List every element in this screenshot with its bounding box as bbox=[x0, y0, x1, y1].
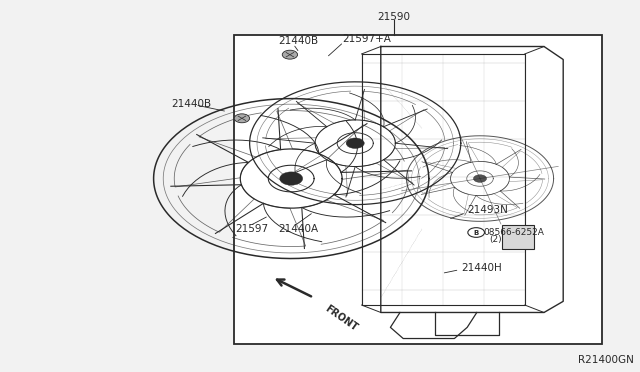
Text: 21597+A: 21597+A bbox=[342, 34, 391, 44]
Text: 21440B: 21440B bbox=[172, 99, 212, 109]
Text: 21440A: 21440A bbox=[278, 224, 319, 234]
Bar bbox=[502, 225, 534, 249]
Text: 21440B: 21440B bbox=[278, 36, 319, 46]
Text: FRONT: FRONT bbox=[323, 303, 360, 333]
Text: B: B bbox=[474, 230, 479, 235]
Text: 21597: 21597 bbox=[236, 224, 269, 234]
Text: R21400GN: R21400GN bbox=[578, 355, 634, 365]
Circle shape bbox=[234, 114, 250, 123]
Circle shape bbox=[346, 138, 364, 148]
Circle shape bbox=[280, 172, 303, 185]
Circle shape bbox=[282, 50, 298, 59]
Text: 08566-6252A: 08566-6252A bbox=[483, 228, 544, 237]
Circle shape bbox=[468, 228, 484, 237]
Bar bbox=[234, 35, 602, 344]
Text: (2): (2) bbox=[489, 235, 502, 244]
Text: 21493N: 21493N bbox=[467, 205, 508, 215]
Text: 21590: 21590 bbox=[377, 12, 410, 22]
Text: 21440H: 21440H bbox=[461, 263, 502, 273]
Circle shape bbox=[474, 175, 486, 182]
